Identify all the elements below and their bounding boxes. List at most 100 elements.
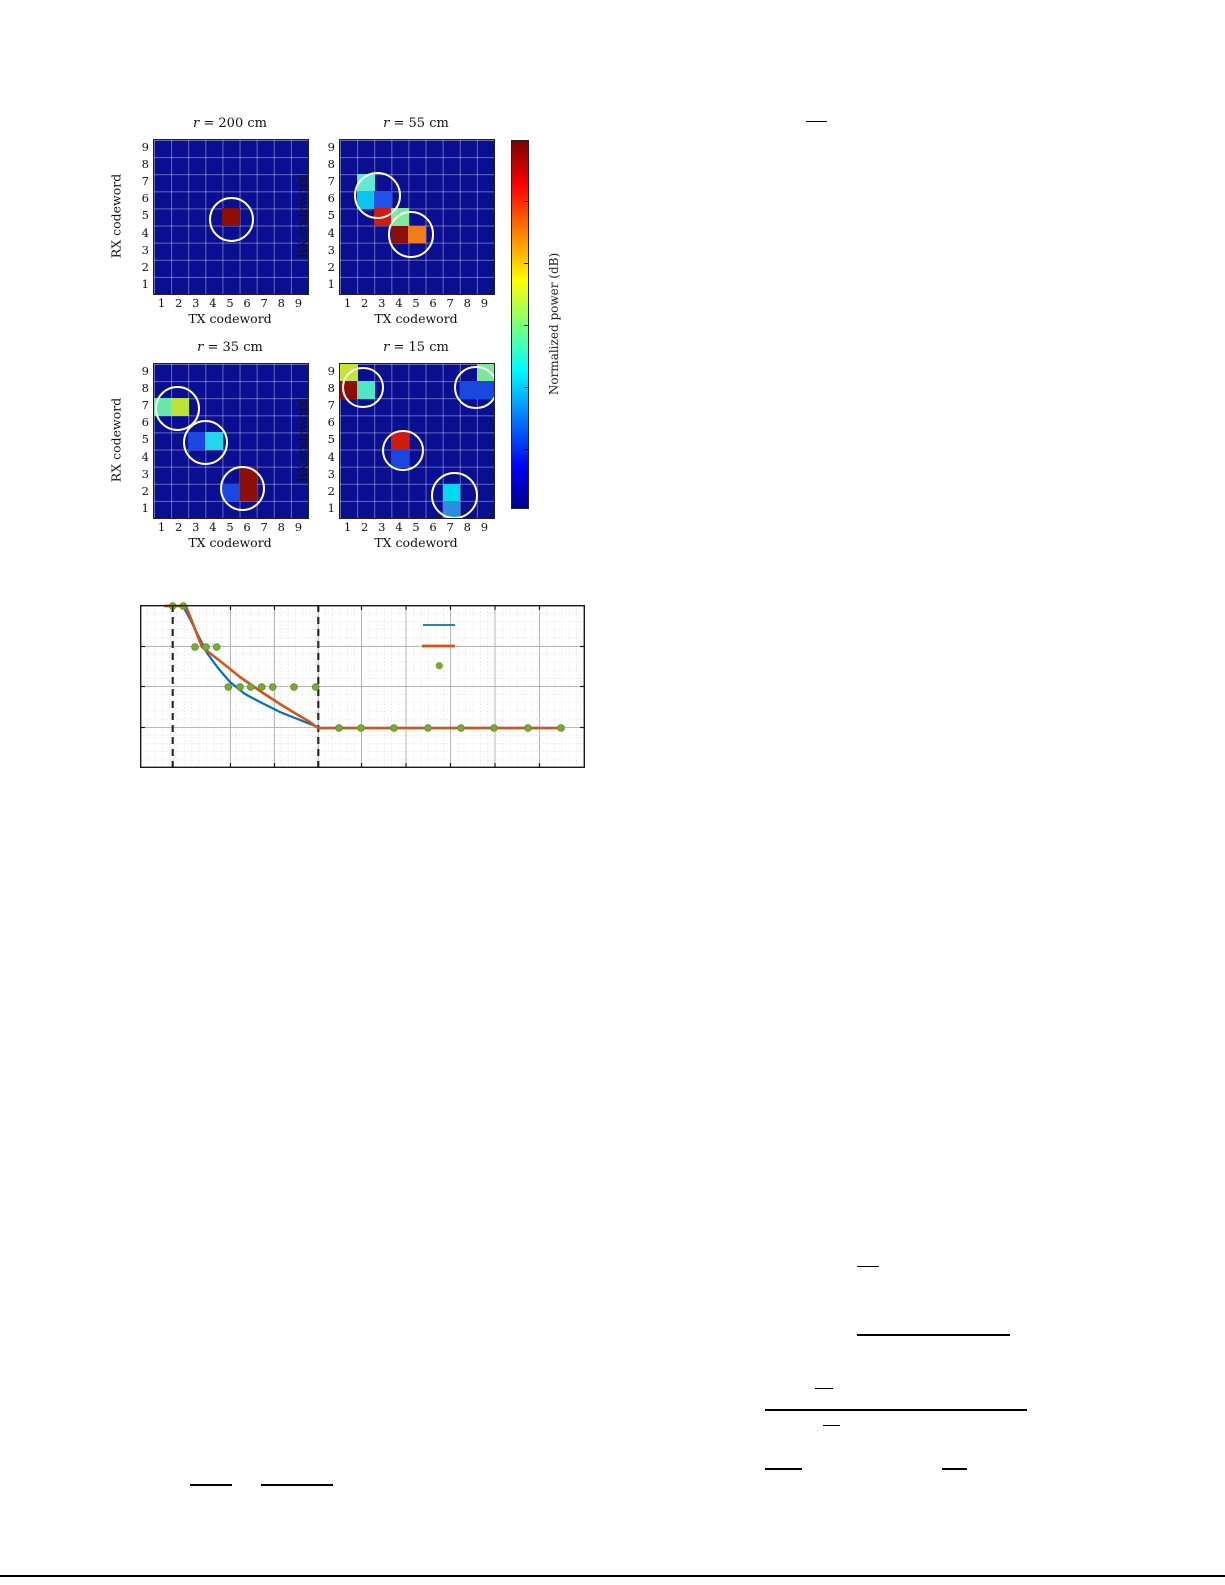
x-tick: 8 — [463, 520, 471, 534]
equation-fraction-bar — [765, 1409, 1027, 1411]
heatmap-grid — [339, 363, 495, 519]
x-tick: 8 — [463, 296, 471, 310]
panel-title: r = 15 cm — [383, 340, 449, 355]
green-dot — [212, 643, 221, 651]
y-tick: 3 — [327, 242, 335, 257]
green-dot — [268, 683, 277, 691]
x-tick: 4 — [395, 520, 403, 534]
y-tick: 8 — [327, 157, 335, 172]
colorbar-tick — [524, 262, 528, 265]
y-tick: 9 — [141, 140, 149, 154]
green-dot — [490, 724, 498, 732]
y-tick: 2 — [141, 259, 149, 274]
x-tick: 2 — [360, 520, 369, 534]
panel-title: r = 35 cm — [197, 340, 263, 355]
y-tick: 1 — [327, 500, 335, 515]
colorbar-label: Normalized power (dB) — [547, 252, 561, 395]
x-axis-label: TX codeword — [188, 311, 272, 326]
green-dot — [424, 724, 432, 732]
y-axis-label: RX codeword — [108, 397, 124, 483]
y-tick: 3 — [141, 242, 149, 257]
y-tick: 7 — [327, 174, 335, 189]
x-tick: 5 — [226, 520, 234, 534]
y-axis-label: RX codeword — [294, 397, 310, 483]
x-tick: 7 — [446, 520, 454, 534]
x-tick: 7 — [260, 520, 268, 534]
equation-fraction-bar — [942, 1468, 967, 1470]
colorbar-tick — [524, 324, 528, 327]
green-dot — [557, 724, 565, 732]
colorbar — [511, 140, 529, 509]
green-dot — [311, 683, 320, 691]
y-tick: 3 — [327, 466, 335, 481]
orange-curve — [163, 604, 560, 730]
beam-pair-circle — [342, 366, 385, 409]
green-dot — [290, 683, 298, 691]
beam-pair-circle — [155, 385, 200, 431]
line-chart — [139, 602, 586, 769]
y-tick: 5 — [327, 208, 335, 223]
x-tick: 3 — [192, 296, 200, 310]
x-tick: 6 — [243, 520, 251, 534]
x-tick: 4 — [395, 296, 403, 310]
x-tick: 1 — [157, 520, 166, 534]
green-dot — [191, 643, 199, 651]
y-tick: 9 — [141, 364, 149, 378]
green-dot — [246, 683, 255, 691]
x-tick: 6 — [243, 296, 251, 310]
x-axis-label: TX codeword — [188, 535, 272, 550]
x-tick: 8 — [277, 296, 285, 310]
equation-fraction-bar — [857, 1266, 879, 1268]
green-dot — [335, 724, 343, 732]
x-tick: 9 — [294, 296, 303, 310]
y-tick: 5 — [327, 432, 335, 447]
y-tick: 8 — [327, 381, 335, 396]
line-chart-canvas — [139, 602, 586, 769]
x-tick: 9 — [480, 520, 489, 534]
y-tick: 2 — [141, 483, 149, 498]
x-axis-label: TX codeword — [374, 535, 458, 550]
green-dot — [457, 724, 465, 732]
green-dot — [390, 724, 398, 732]
y-tick: 8 — [141, 381, 149, 396]
equation-fraction-bar — [765, 1468, 802, 1470]
x-tick: 3 — [378, 296, 386, 310]
x-tick: 4 — [209, 520, 217, 534]
beam-pair-circle — [182, 419, 229, 465]
footer-rule — [0, 1575, 1225, 1578]
green-dot — [257, 683, 266, 691]
y-tick: 1 — [141, 276, 149, 291]
y-tick: 1 — [327, 276, 335, 291]
x-tick: 1 — [157, 296, 166, 310]
beam-pair-circle — [454, 365, 494, 410]
y-tick: 7 — [327, 398, 335, 413]
equation-fraction-bar — [857, 1334, 1010, 1336]
y-tick: 4 — [141, 225, 149, 240]
x-tick: 2 — [174, 520, 183, 534]
beam-pair-circle — [219, 465, 265, 511]
x-tick: 4 — [209, 296, 217, 310]
x-tick: 1 — [343, 296, 352, 310]
beam-pair-circle — [354, 172, 402, 220]
x-tick: 7 — [260, 296, 268, 310]
equation-fraction-bar — [261, 1484, 333, 1486]
green-dot — [357, 724, 365, 732]
y-tick: 2 — [327, 483, 335, 498]
heatmap-grid — [153, 139, 309, 295]
x-tick: 9 — [480, 296, 489, 310]
x-tick: 6 — [429, 296, 437, 310]
x-tick: 8 — [277, 520, 285, 534]
x-tick: 3 — [378, 520, 386, 534]
y-tick: 6 — [327, 415, 335, 430]
x-tick: 1 — [343, 520, 352, 534]
x-tick: 9 — [294, 520, 303, 534]
equation-fraction-bar — [823, 1425, 840, 1427]
x-tick: 7 — [446, 296, 454, 310]
y-tick: 6 — [141, 415, 149, 430]
green-dot — [224, 683, 233, 691]
y-tick: 9 — [327, 364, 335, 378]
y-tick: 6 — [327, 191, 335, 206]
